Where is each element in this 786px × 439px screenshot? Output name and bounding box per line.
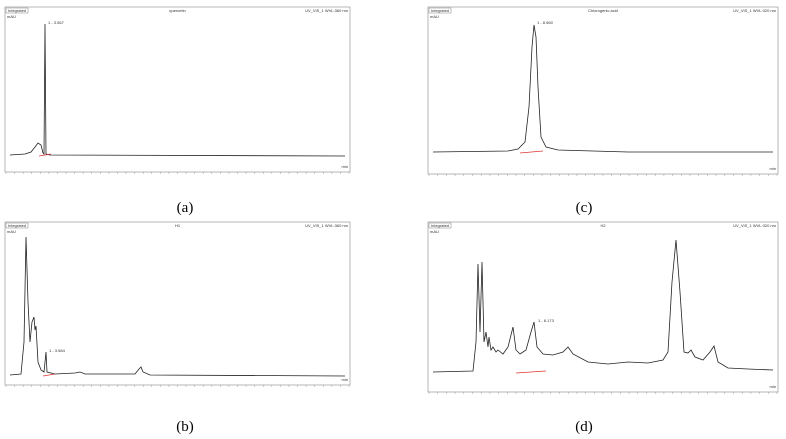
trace [9,236,346,377]
header-box [5,7,29,14]
integration-baseline [38,153,52,157]
header-box [5,222,29,229]
integration-baseline [42,373,56,377]
channel: UV_VIS_1 WVL:360 nm [305,223,349,228]
trace [432,24,773,153]
title: quercetin [169,8,185,13]
header: Integrated [431,8,449,13]
channel: UV_VIS_1 WVL:320 nm [733,8,777,13]
peak-label: 1 - 8.560 [537,20,554,25]
x-unit: min [770,384,776,389]
plot-frame [4,221,351,386]
plot-frame [4,6,351,173]
header: Integrated [431,223,449,228]
integration-baseline [515,370,547,374]
y-unit: mAU [7,229,16,234]
plot-frame [427,6,779,175]
header: Integrated [8,8,26,13]
y-unit: mAU [7,14,16,19]
header-box [428,7,452,14]
peak-label: 1 - 8.173 [538,318,555,323]
x-unit: min [342,164,348,169]
y-unit: mAU [430,14,439,19]
title: H1 [175,223,181,228]
integration-baseline [519,150,544,154]
y-unit: mAU [430,229,439,234]
peak-label: 1 - 3.567 [48,20,65,25]
peak-label: 1 - 3.584 [49,348,66,353]
title: Chlorogenic acid [588,8,618,13]
trace [9,23,346,157]
x-unit: min [770,166,776,171]
channel: UV_VIS_1 WVL:320 nm [733,223,777,228]
title: H2 [600,223,606,228]
header-box [428,222,452,229]
header: Integrated [8,223,26,228]
chromatogram: Integrated H1 UV_VIS_1 WVL:360 nm mAU min 1 -… [4,221,351,387]
panel-label: (c) [575,200,593,216]
channel: UV_VIS_1 WVL:360 nm [305,8,349,13]
chromatogram: Integrated H2 UV_VIS_1 WVL:320 nm mAU min 1 -… [427,221,779,394]
x-unit: min [342,377,348,382]
panel-label: (d) [575,419,593,435]
chromatogram: Integrated Chlorogenic acid UV_VIS_1 WVL:3… [427,6,779,176]
panel-label: (b) [176,419,194,435]
trace [432,239,774,373]
panel-label: (a) [176,200,194,216]
chromatogram: Integrated quercetin UV_VIS_1 WVL:360 nm mA… [4,6,351,174]
